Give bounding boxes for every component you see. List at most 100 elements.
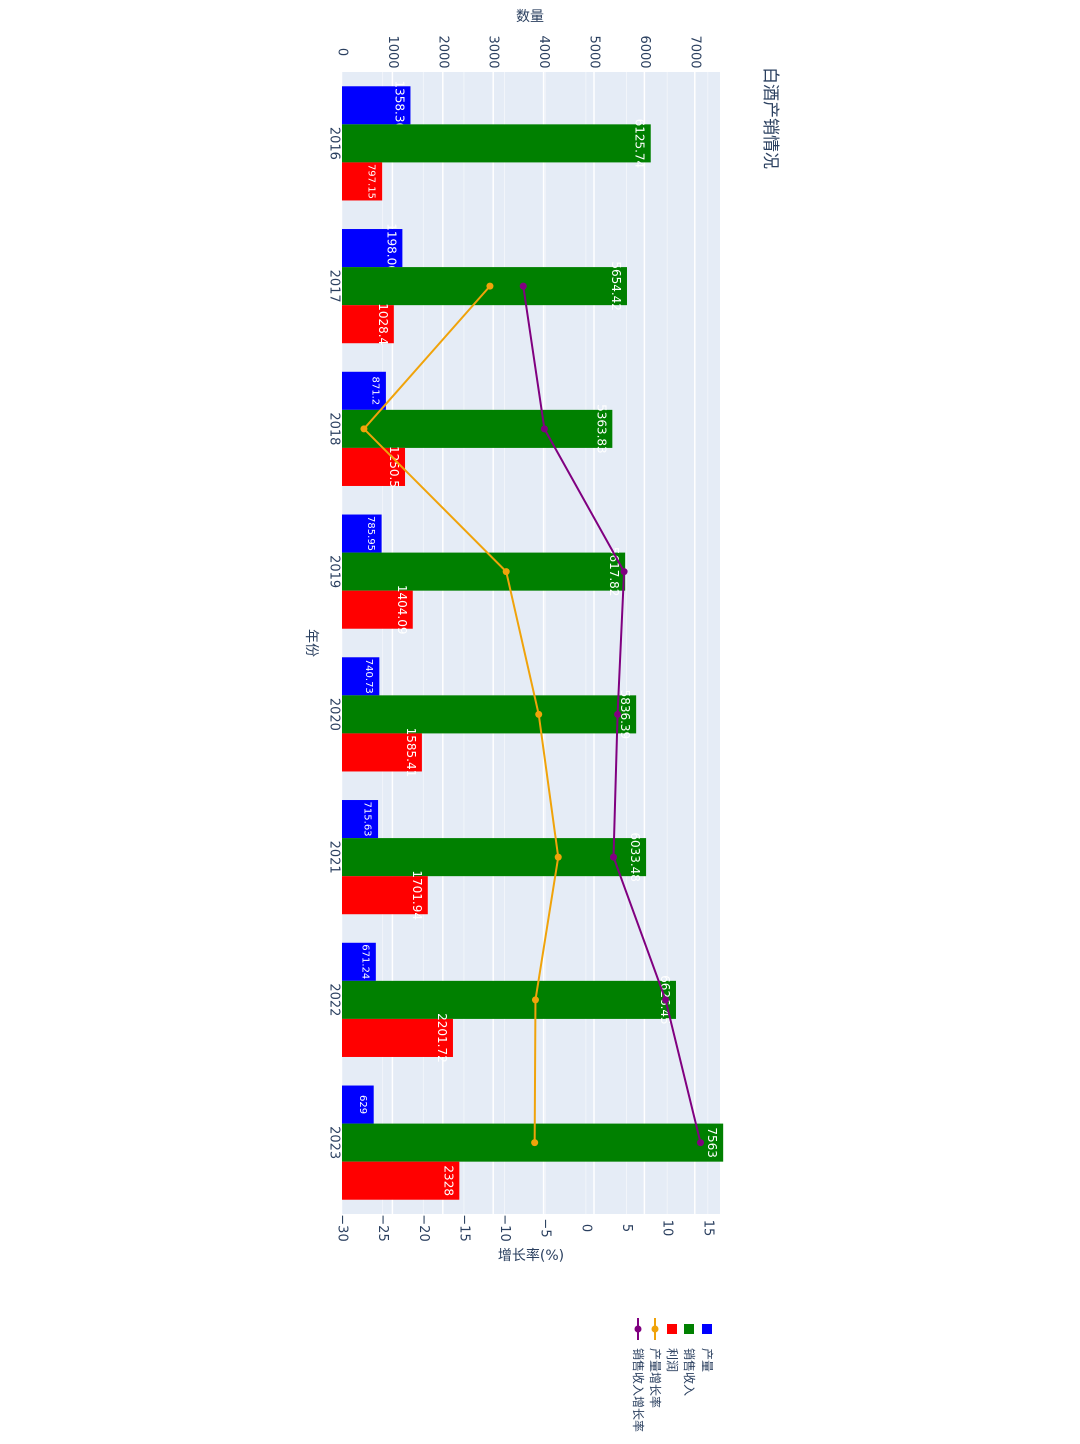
bar-label: 871.2 xyxy=(369,376,380,405)
bar xyxy=(342,1085,374,1124)
x-tick-label: 2021 xyxy=(327,841,342,874)
bar-label: 5836.39 xyxy=(618,690,632,740)
bar xyxy=(342,733,422,772)
bar-label: 1028.4 xyxy=(376,303,390,345)
line-point xyxy=(696,1139,704,1147)
legend-label: 销售收入 xyxy=(682,1348,697,1396)
bar-label: 1198.06 xyxy=(384,223,398,273)
bar-label: 7563 xyxy=(705,1127,719,1158)
bar-label: 797.15 xyxy=(366,164,377,199)
bar xyxy=(342,800,379,839)
bar xyxy=(342,980,676,1019)
bar-label: 629 xyxy=(357,1095,368,1114)
bar xyxy=(342,838,647,877)
x-tick-label: 2016 xyxy=(327,127,342,160)
line-point xyxy=(531,996,539,1004)
y2-tick-label: −20 xyxy=(416,1214,431,1241)
y-tick-label: 2000 xyxy=(435,35,450,68)
y-tick-label: 6000 xyxy=(637,35,652,68)
bar xyxy=(342,162,383,201)
y2-tick-label: −30 xyxy=(335,1214,350,1241)
bar-label: 5654.42 xyxy=(609,261,623,311)
bar xyxy=(342,1161,460,1200)
x-tick-label: 2023 xyxy=(327,1126,342,1159)
legend-label: 产量 xyxy=(700,1348,714,1372)
bar xyxy=(342,229,403,268)
legend-swatch xyxy=(667,1324,677,1334)
legend-item: 销售收入增长率 xyxy=(631,1318,646,1432)
bar-label: 2328 xyxy=(441,1165,455,1196)
y2-tick-label: 15 xyxy=(700,1220,715,1237)
bar-label: 715.63 xyxy=(362,802,373,837)
bar xyxy=(342,514,382,553)
x-axis-title: 年份 xyxy=(303,629,319,657)
bar-label: 5363.83 xyxy=(594,404,608,454)
bar-label: 1585.41 xyxy=(404,728,418,778)
x-tick-label: 2022 xyxy=(327,983,342,1016)
bar-label: 6125.74 xyxy=(633,119,647,169)
y2-tick-label: 0 xyxy=(578,1224,593,1232)
line-point xyxy=(540,425,548,433)
bar xyxy=(342,695,637,734)
legend-label: 利润 xyxy=(665,1348,679,1372)
bar xyxy=(342,305,394,344)
y-axis-title: 数量 xyxy=(516,9,544,25)
line-point xyxy=(662,996,670,1004)
bar-label: 1250.5 xyxy=(387,446,401,488)
x-tick-label: 2019 xyxy=(327,555,342,588)
line-point xyxy=(360,425,368,433)
bar xyxy=(342,876,428,915)
y2-tick-label: −25 xyxy=(375,1214,390,1241)
y2-tick-label: −10 xyxy=(497,1214,512,1241)
bar xyxy=(342,267,627,306)
y-tick-label: 0 xyxy=(335,48,350,56)
line-point xyxy=(531,1139,539,1147)
legend-item: 产量 xyxy=(700,1324,714,1372)
bar xyxy=(342,552,626,591)
legend-item: 销售收入 xyxy=(682,1324,697,1396)
bar-label: 740.73 xyxy=(363,659,374,694)
bar-label: 1404.09 xyxy=(395,585,409,635)
y2-tick-label: −15 xyxy=(456,1214,471,1241)
y2-tick-label: 5 xyxy=(619,1224,634,1232)
line-point xyxy=(502,568,510,576)
bar-label: 2201.72 xyxy=(435,1013,449,1063)
line-point xyxy=(535,710,543,718)
y2-axis-title: 增长率(%) xyxy=(498,1247,564,1264)
legend-item: 利润 xyxy=(665,1324,679,1372)
legend-item: 产量增长率 xyxy=(648,1318,663,1408)
x-tick-label: 2018 xyxy=(327,412,342,445)
legend-label: 产量增长率 xyxy=(648,1348,663,1408)
bar xyxy=(342,590,413,629)
bar xyxy=(342,1018,453,1057)
x-tick-label: 2017 xyxy=(327,270,342,303)
line-point xyxy=(610,853,618,861)
legend-swatch xyxy=(702,1324,712,1334)
legend-label: 销售收入增长率 xyxy=(631,1348,646,1432)
bar-label: 6033.48 xyxy=(628,832,642,882)
bar-label: 671.24 xyxy=(359,944,370,979)
y-tick-label: 3000 xyxy=(486,35,501,68)
bar-label: 1701.94 xyxy=(410,870,424,920)
legend-swatch xyxy=(634,1325,642,1333)
y2-tick-label: 10 xyxy=(660,1220,675,1237)
legend-swatch xyxy=(684,1324,694,1334)
y2-tick-label: −5 xyxy=(538,1218,553,1237)
bar xyxy=(342,86,411,125)
legend-swatch xyxy=(651,1325,659,1333)
y-tick-label: 7000 xyxy=(687,35,702,68)
line-point xyxy=(519,282,527,290)
bar xyxy=(342,942,376,981)
line-point xyxy=(486,282,494,290)
line-point xyxy=(620,568,628,576)
bar-label: 785.95 xyxy=(365,516,376,551)
line-point xyxy=(554,853,562,861)
bar xyxy=(342,371,386,410)
bar xyxy=(342,409,613,448)
bar xyxy=(342,447,406,486)
bar-label: 1358.36 xyxy=(392,80,406,130)
chart-title: 白酒产销情况 xyxy=(760,67,780,169)
x-tick-label: 2020 xyxy=(327,698,342,731)
